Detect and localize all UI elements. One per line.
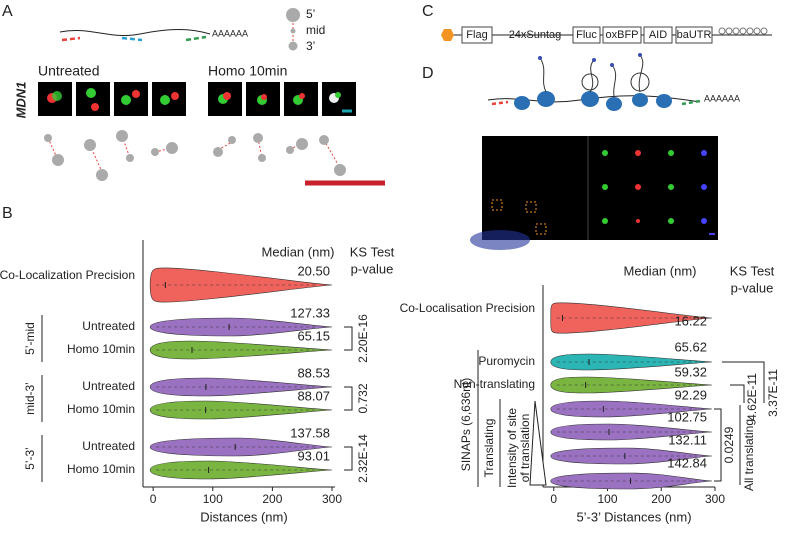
micrographs [38,82,356,116]
median-label: 65.15 [297,328,330,343]
p-value: 2.20E-16 [356,314,370,363]
translation-diagram [487,53,701,111]
category-label-box: Co-Localisation Precision [399,301,535,315]
median-label: 127.33 [290,305,330,320]
bracket [344,446,353,471]
category-label: Untreated [82,319,135,333]
legend-label: 5’ [306,7,315,21]
median-label: 93.01 [297,448,330,463]
group-label: 5’-mid [23,322,37,355]
test-header: p-value [351,261,394,276]
intensity-label: Intensity of site [505,408,519,488]
x-tick-label: 100 [203,492,223,506]
median-label: 142.84 [667,455,707,470]
spot-schematics [44,130,346,181]
gene-label: MDN1 [13,82,28,119]
p-value: 4.62E-11 [745,373,759,421]
x-tick-label: 200 [651,492,671,506]
category-label-box: Co-Localization Precision [0,268,135,282]
construct-label: Flag [466,29,487,41]
construct-label: baUTR [677,29,712,41]
median-header: Median (nm) [262,244,335,259]
median-label: 102.75 [667,409,707,424]
category-label: Co-Localisation Precision [399,301,535,315]
polya-label: AAAAAA [212,28,248,38]
panel-label: D [422,65,434,82]
panel-label: B [2,205,13,222]
x-axis-title: Distances (nm) [200,509,287,524]
category-label: Untreated [82,379,135,393]
bracket [722,361,765,403]
category-label: Puromycin [478,354,535,368]
bracket [344,326,353,351]
p-value: 3.37E-11 [766,369,780,417]
construct-label: Fluc [576,29,597,41]
construct-box [461,26,493,44]
panel-label: C [422,3,434,20]
x-tick-label: 300 [322,492,342,506]
group-label: SINAPs (6,636nt) [459,378,473,471]
construct-box [643,26,673,44]
x-tick-label: 0 [150,492,157,506]
median-label: 92.29 [674,387,707,402]
construct-box [572,26,601,44]
x-tick-label: 100 [597,492,617,506]
construct-box [602,26,642,44]
p-value: 0.732 [356,383,370,413]
median-label: 88.53 [297,365,330,380]
median-label: 88.07 [297,388,330,403]
category-label: Homo 10min [67,462,135,476]
legend-label: mid [306,23,325,37]
median-label: 137.58 [290,425,330,440]
construct-label: AID [649,29,667,41]
x-tick-label: 200 [262,492,282,506]
test-header: KS Test [730,263,775,278]
category-label: Homo 10min [67,342,135,356]
group-label: Translating [482,419,496,478]
median-label: 132.11 [668,432,707,447]
panel-label: A [2,3,13,20]
x-tick-label: 0 [550,492,557,506]
median-label: 65.62 [674,339,707,354]
category-label: Homo 10min [67,402,135,416]
bracket [730,384,745,403]
test-header: p-value [731,280,774,295]
intensity-wedge [529,400,547,486]
transcript-diagram [59,29,211,42]
p-value: 0.0249 [722,426,736,463]
bracket [344,386,353,411]
construct-box [675,26,713,44]
group-label: 5’-3’ [23,447,37,470]
x-axis-title: 5’-3’ Distances (nm) [576,509,691,524]
median-label: 16.22 [674,313,707,328]
legend-symbols [286,8,300,51]
construct-label: oxBFP [605,29,638,41]
polya-label: AAAAAA [704,93,740,103]
test-header: KS Test [350,244,395,259]
bracket-label: All translating [742,419,756,491]
legend-label: 3’ [306,39,315,53]
construct-label: 24xSuntag [509,29,562,41]
x-tick-label: 300 [705,492,725,506]
category-label: Co-Localization Precision [0,268,135,282]
median-label: 20.50 [297,263,330,278]
group-label: mid-3’ [23,382,37,415]
category-label: Non-translating [454,377,535,391]
median-header: Median (nm) [624,263,697,278]
construct-elements: Flag 24xSuntag Fluc oxBFP AID baUTR [461,26,713,44]
condition-label: Homo 10min [208,63,287,79]
micrographs [470,136,718,250]
category-label: Untreated [82,439,135,453]
bracket [714,408,722,482]
p-value: 2.32E-14 [356,434,370,483]
condition-label: Untreated [38,63,99,79]
median-label: 59.32 [674,364,707,379]
intensity-label: of translation [518,414,532,483]
